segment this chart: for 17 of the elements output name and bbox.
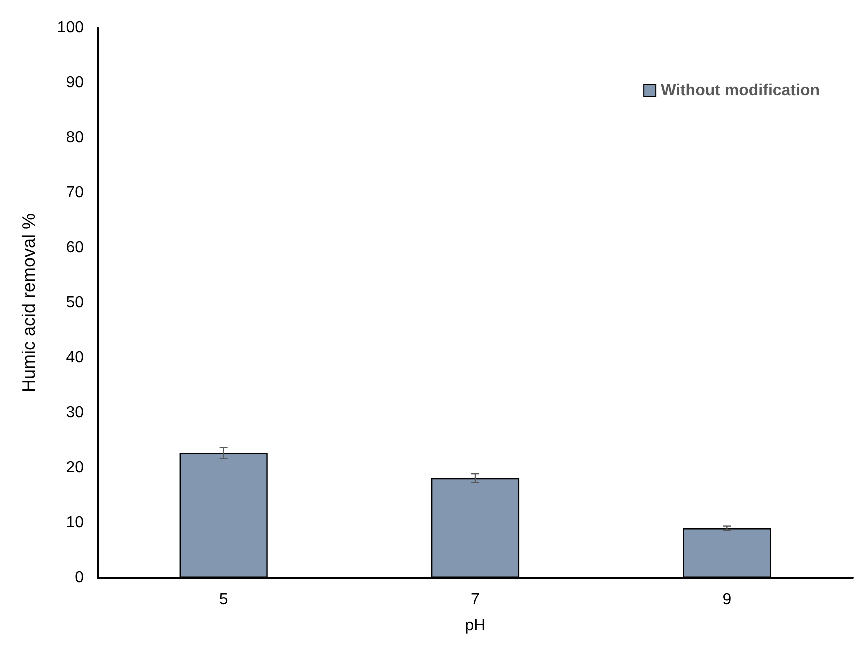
y-axis-title: Humic acid removal % [19,213,39,393]
x-tick-label: 7 [471,592,480,608]
x-tick-label: 5 [219,592,228,608]
y-tick-label: 60 [66,240,84,256]
legend-label: Without modification [661,82,820,100]
x-axis-title: pH [465,618,486,634]
y-tick-label: 90 [66,74,84,92]
x-tick-label: 9 [722,592,732,608]
y-tick-label: 10 [66,514,84,532]
y-tick-label: 0 [75,570,84,586]
y-tick-label: 50 [66,294,84,312]
y-tick-label: 30 [66,404,84,422]
y-tick-label: 100 [57,20,84,36]
y-tick-label: 80 [66,130,84,146]
y-tick-label: 40 [66,350,84,366]
y-tick-label: 20 [66,460,84,476]
y-tick-label: 70 [66,184,84,202]
